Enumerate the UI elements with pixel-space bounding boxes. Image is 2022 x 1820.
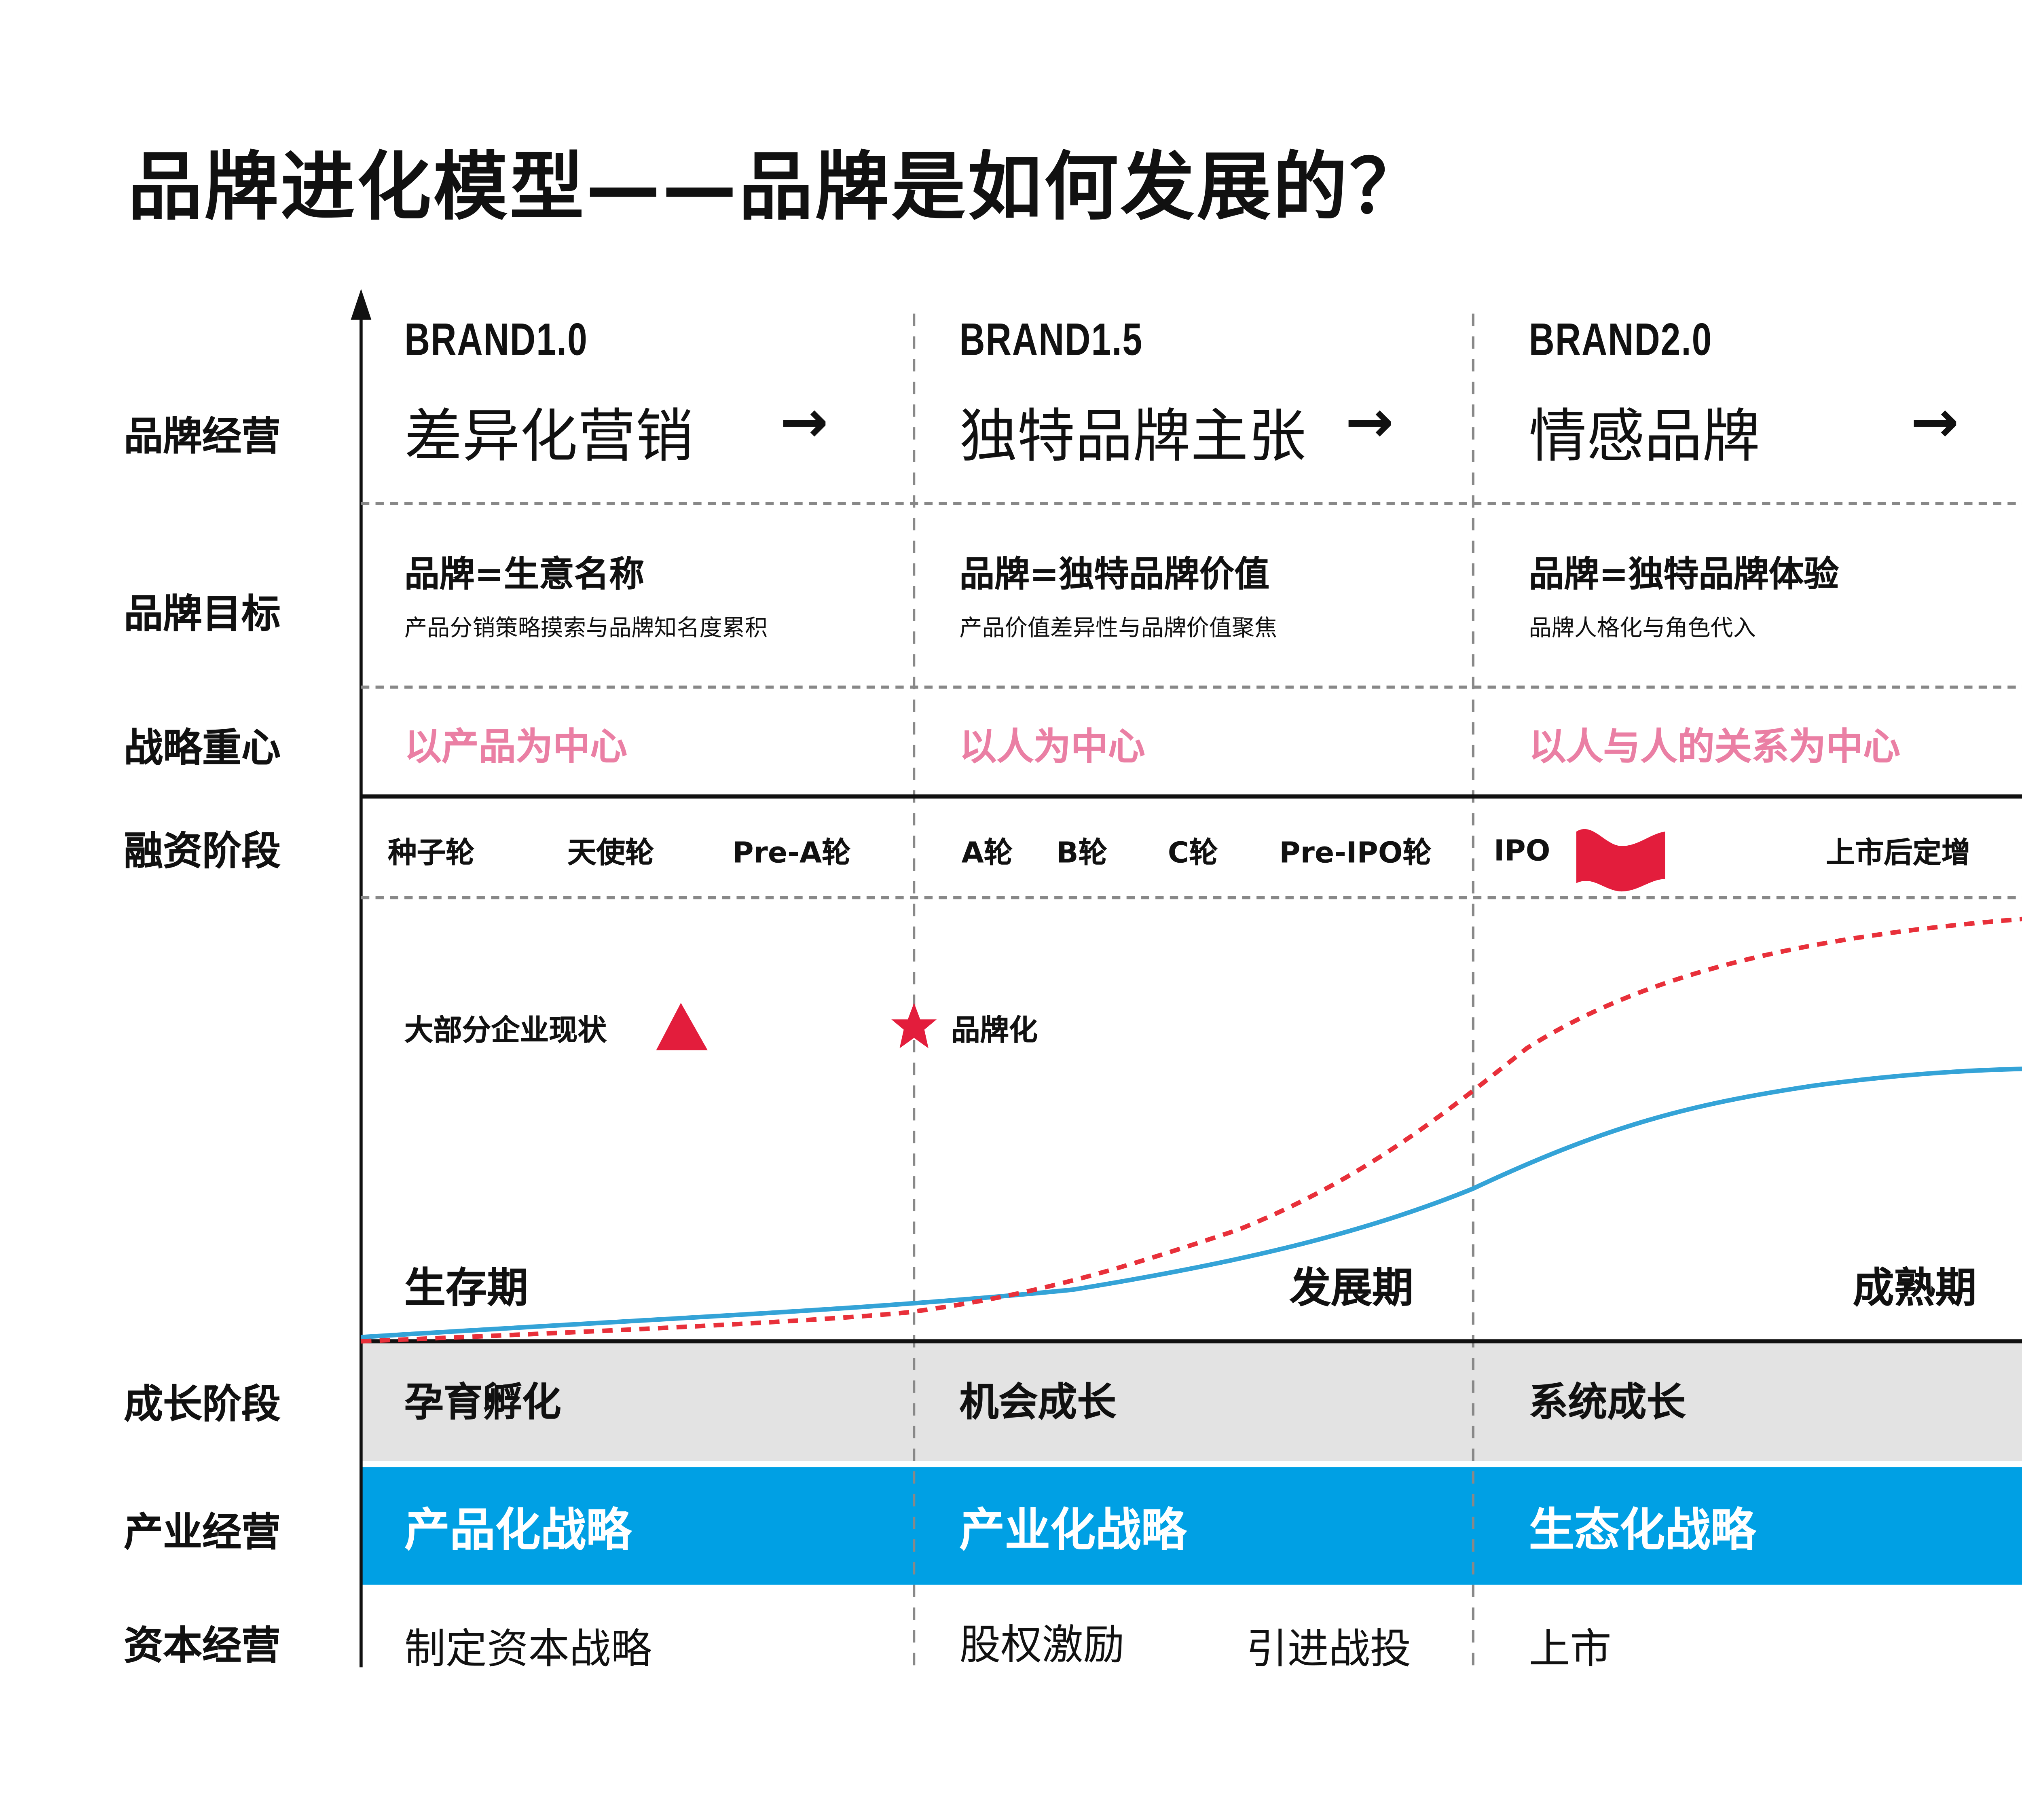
industry-strategy: 生态化战略 — [1529, 1506, 1756, 1558]
brand-goal: 品牌=独特品牌价值 — [959, 555, 1270, 597]
brand-goal-desc: 产品价值差异性与品牌价值聚焦 — [959, 615, 1277, 642]
star-marker-icon — [891, 1003, 937, 1048]
brand-stage-name: 差异化营销 — [404, 402, 694, 471]
current-state-label: 大部分企业现状 — [404, 1015, 607, 1048]
funding-pre-ipo: Pre-IPO轮 — [1279, 838, 1432, 871]
brand-tag: BRAND1.0 — [404, 313, 588, 366]
brand-stage-name: 独特品牌主张 — [959, 402, 1306, 471]
funding-post-ipo: 上市后定增 — [1826, 838, 1971, 871]
brand-goal-desc: 产品分销策略摸索与品牌知名度累积 — [404, 615, 768, 642]
industry-strategy: 产业化战略 — [959, 1506, 1187, 1558]
capital-equity-incentive: 股权激励 — [959, 1620, 1125, 1670]
funding-b: B轮 — [1056, 838, 1108, 871]
industry-strategy-band — [361, 1467, 2022, 1585]
row-label-growth-stage: 成长阶段 — [124, 1382, 281, 1428]
funding-ipo: IPO — [1493, 836, 1550, 869]
capital-listing: 上市 — [1529, 1624, 1612, 1674]
phase-survival: 生存期 — [404, 1263, 529, 1312]
growth-stage-band — [361, 1343, 2022, 1461]
growth-stage: 系统成长 — [1529, 1380, 1686, 1426]
y-axis-arrow-icon — [351, 289, 372, 320]
funding-seed: 种子轮 — [388, 838, 475, 871]
row-label-brand-management: 品牌经营 — [124, 415, 281, 460]
strategic-focus: 以人与人的关系为中心 — [1529, 726, 1900, 770]
row-label-financing-stage: 融资阶段 — [124, 830, 281, 875]
funding-c: C轮 — [1168, 838, 1218, 871]
row-label-capital-management: 资本经营 — [124, 1624, 281, 1670]
page-title: 品牌进化模型——品牌是如何发展的？ — [128, 146, 1426, 231]
row-label-strategic-focus: 战略重心 — [124, 726, 281, 772]
strategic-focus: 以人为中心 — [959, 726, 1145, 770]
phase-maturity: 成熟期 — [1853, 1263, 1977, 1312]
arrow-right-icon: → — [1345, 388, 1394, 456]
branding-label: 品牌化 — [951, 1015, 1038, 1048]
arrow-right-icon: → — [780, 388, 829, 456]
industry-strategy: 产品化战略 — [404, 1506, 632, 1558]
brand-tag: BRAND2.0 — [1529, 313, 1713, 366]
brand-tag: BRAND1.5 — [959, 313, 1143, 366]
triangle-marker-icon — [656, 1003, 708, 1050]
funding-a: A轮 — [961, 838, 1013, 871]
flag-icon — [1576, 829, 1665, 892]
funding-pre-a: Pre-A轮 — [732, 838, 851, 871]
brand-goal-desc: 品牌人格化与角色代入 — [1529, 615, 1756, 642]
brand-stage-name: 情感品牌 — [1529, 402, 1760, 471]
strategic-focus: 以产品为中心 — [404, 726, 628, 770]
row-label-industry-management: 产业经营 — [124, 1510, 281, 1556]
phase-development: 发展期 — [1289, 1263, 1413, 1312]
growth-stage: 机会成长 — [959, 1380, 1117, 1426]
capital-strategic-investors: 引进战投 — [1246, 1624, 1411, 1674]
capital-plan: 制定资本战略 — [404, 1624, 652, 1674]
brand-goal: 品牌=生意名称 — [404, 555, 645, 597]
funding-angel: 天使轮 — [567, 838, 654, 871]
capital-curve — [361, 916, 2022, 1344]
arrow-right-icon: → — [1910, 388, 1959, 456]
growth-stage: 孕育孵化 — [404, 1380, 561, 1426]
row-label-brand-goal: 品牌目标 — [124, 592, 281, 638]
industry-curve — [361, 1067, 2022, 1340]
brand-goal: 品牌=独特品牌体验 — [1529, 555, 1839, 597]
